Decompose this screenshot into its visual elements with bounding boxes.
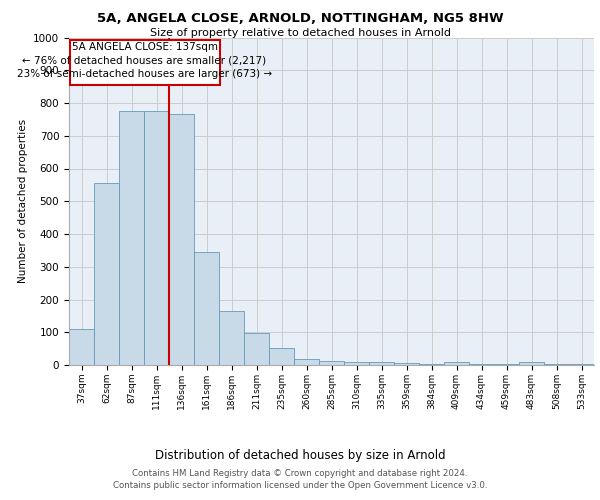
Bar (169, 114, 194, 365)
Bar (269, 348, 294, 365)
Text: 5A ANGELA CLOSE: 137sqm: 5A ANGELA CLOSE: 137sqm (71, 42, 218, 52)
Bar (294, 359, 319, 365)
Text: ← 76% of detached houses are smaller (2,217): ← 76% of detached houses are smaller (2,… (22, 56, 266, 66)
Bar (119, 111, 144, 365)
Bar (319, 361, 344, 365)
Bar (394, 364, 419, 365)
Bar (69, 329, 94, 365)
Bar (544, 364, 569, 365)
Bar (469, 364, 494, 365)
Bar (369, 362, 394, 365)
Bar (494, 364, 519, 365)
Text: Contains public sector information licensed under the Open Government Licence v3: Contains public sector information licen… (113, 481, 487, 490)
Bar (94, 183, 119, 365)
Y-axis label: Number of detached properties: Number of detached properties (17, 119, 28, 284)
FancyBboxPatch shape (70, 40, 220, 85)
Bar (569, 364, 594, 365)
Text: Size of property relative to detached houses in Arnold: Size of property relative to detached ho… (149, 28, 451, 38)
Bar (444, 362, 469, 365)
Bar (194, 252, 219, 365)
Bar (419, 364, 444, 365)
Bar (344, 362, 369, 365)
Text: Distribution of detached houses by size in Arnold: Distribution of detached houses by size … (155, 450, 445, 462)
Bar (519, 362, 544, 365)
Text: 5A, ANGELA CLOSE, ARNOLD, NOTTINGHAM, NG5 8HW: 5A, ANGELA CLOSE, ARNOLD, NOTTINGHAM, NG… (97, 12, 503, 26)
Text: 23% of semi-detached houses are larger (673) →: 23% of semi-detached houses are larger (… (17, 68, 272, 78)
Bar (244, 333, 269, 365)
Text: Contains HM Land Registry data © Crown copyright and database right 2024.: Contains HM Land Registry data © Crown c… (132, 468, 468, 477)
Bar (219, 311, 244, 365)
Bar (144, 111, 169, 365)
